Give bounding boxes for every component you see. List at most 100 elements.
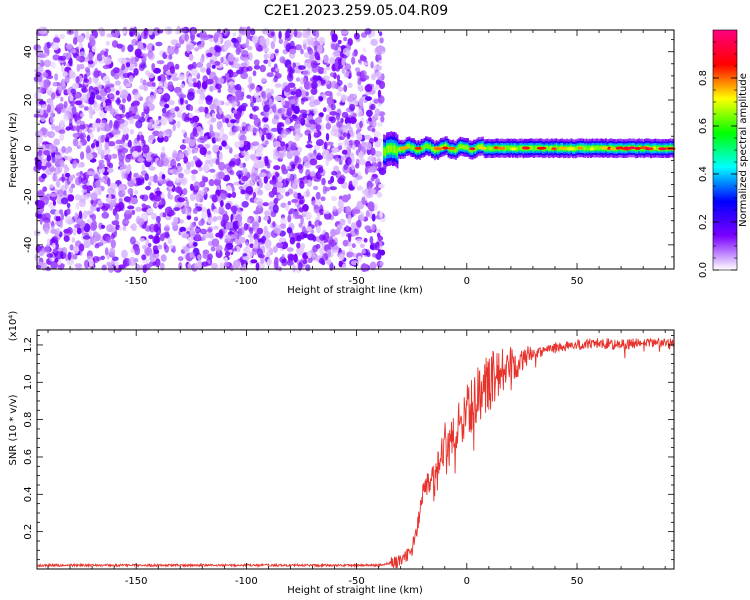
spectrogram-cell <box>395 146 397 154</box>
spectrogram-cell <box>295 88 302 98</box>
spectrogram-cell <box>189 105 194 111</box>
spectrogram-cell <box>329 57 336 64</box>
spectrogram-cell <box>390 144 393 152</box>
spectrogram-cell <box>196 259 203 269</box>
spectrogram-cell <box>249 243 254 248</box>
spectrogram-cell <box>76 35 85 43</box>
spectrogram-cell <box>298 114 304 123</box>
spectrogram-cell <box>167 84 174 91</box>
spectrogram-cell <box>100 224 106 229</box>
spectrogram-cell <box>158 115 162 120</box>
spectrogram-cell <box>489 146 492 151</box>
spectrogram-cell <box>566 147 576 151</box>
spectrogram-cell <box>208 232 214 239</box>
spectrogram-cell <box>464 145 466 150</box>
spectrogram-cell <box>199 30 207 39</box>
spectrogram-cell <box>219 107 223 115</box>
spectrogram-cell <box>323 107 327 113</box>
spectrogram-cell <box>188 139 196 147</box>
spectrogram-cell <box>352 253 357 258</box>
spectrogram-cell <box>248 76 253 85</box>
spectrogram-cell <box>124 172 129 179</box>
spectrogram-cell <box>37 75 43 83</box>
spectrogram-cell <box>366 109 373 118</box>
spectrogram-cell <box>329 72 335 78</box>
snr-panel: -150 -100 -50 0 50 0.2 0.4 0.6 0.8 1.0 1.2 Height… <box>8 311 675 596</box>
spectrogram-cell <box>378 76 385 81</box>
spectrogram-cell <box>458 145 460 150</box>
spectrogram-cell <box>249 227 254 235</box>
spectrogram-cell <box>152 130 161 137</box>
spectrogram-cell <box>53 138 61 146</box>
spectrogram-cell <box>172 124 176 132</box>
spectrogram-cell <box>58 129 66 135</box>
spectrogram-cell <box>84 66 91 73</box>
spectrogram-cell <box>211 194 218 203</box>
spectrogram-cell <box>305 91 309 97</box>
spectrogram-cell <box>139 237 145 242</box>
spectrogram-cell <box>251 220 260 230</box>
spectrogram-cell <box>233 154 239 160</box>
spectrogram-cell <box>287 214 292 223</box>
spectrogram-cell <box>342 239 349 247</box>
spectrogram-cell <box>192 77 197 83</box>
spectrogram-cell <box>35 130 43 139</box>
spectrogram-cell <box>120 66 125 71</box>
spectrogram-cell <box>261 134 265 142</box>
spectrogram-cell <box>157 176 163 182</box>
spectrogram-cell <box>306 109 310 115</box>
spectrogram-cell <box>38 53 46 59</box>
x-tick-label: 0 <box>464 276 470 287</box>
spectrogram-cell <box>253 233 259 241</box>
spectrogram-cell <box>446 143 448 148</box>
spectrogram-cell <box>81 189 88 194</box>
spectrogram-cell <box>318 221 323 226</box>
spectrogram-cell <box>104 137 110 144</box>
spectrogram-cell <box>153 67 161 74</box>
spectrogram-cell <box>107 187 115 195</box>
spectrogram-cell <box>259 36 265 46</box>
spectrogram-cell <box>251 141 260 147</box>
spectrogram-cell <box>127 205 135 210</box>
spectrogram-cell <box>292 182 297 190</box>
spectrogram-cell <box>242 255 250 261</box>
spectrogram-cell <box>192 207 198 214</box>
spectrogram-cell <box>286 227 293 234</box>
spectrogram-cell <box>344 205 352 215</box>
spectrogram-cell <box>272 221 276 228</box>
spectrogram-cell <box>104 51 109 57</box>
spectrogram-cell <box>97 187 102 196</box>
spectrogram-cell <box>74 92 81 100</box>
spectrogram-cell <box>428 144 430 149</box>
spectrogram-cell <box>262 140 269 146</box>
spectrogram-cell <box>127 188 134 195</box>
spectrogram-cell <box>235 214 243 223</box>
spectrogram-cell <box>75 76 80 84</box>
spectrogram-cell <box>224 246 230 253</box>
spectrogram-cell <box>166 28 172 34</box>
spectrogram-cell <box>70 48 77 54</box>
spectrogram-cell <box>274 72 282 79</box>
colorbar-label: Normalized spectral amplitude <box>738 73 749 227</box>
spectrogram-cell <box>364 84 373 93</box>
spectrogram-cell <box>352 178 358 188</box>
spectrogram-cell <box>190 222 196 228</box>
y-tick-label: 0.4 <box>23 486 34 502</box>
spectrogram-cell <box>74 115 81 121</box>
spectrogram-cell <box>194 47 199 52</box>
spectrogram-cell <box>230 119 237 124</box>
spectrogram-cell <box>53 37 61 44</box>
spectrogram-cell <box>356 175 363 180</box>
spectrogram-cell <box>357 255 362 262</box>
spectrogram-cell <box>266 132 272 140</box>
spectrogram-cell <box>375 71 382 79</box>
spectrogram-cell <box>75 202 80 210</box>
spectrogram-cell <box>609 147 617 151</box>
spectrogram-cell <box>263 104 270 113</box>
spectrogram-cell <box>182 188 188 195</box>
spectrogram-cell <box>302 233 308 239</box>
spectrogram-cell <box>123 164 127 170</box>
spectrogram-cell <box>43 150 51 156</box>
spectrogram-cell <box>171 77 180 81</box>
y-tick-label: 40 <box>23 45 34 58</box>
